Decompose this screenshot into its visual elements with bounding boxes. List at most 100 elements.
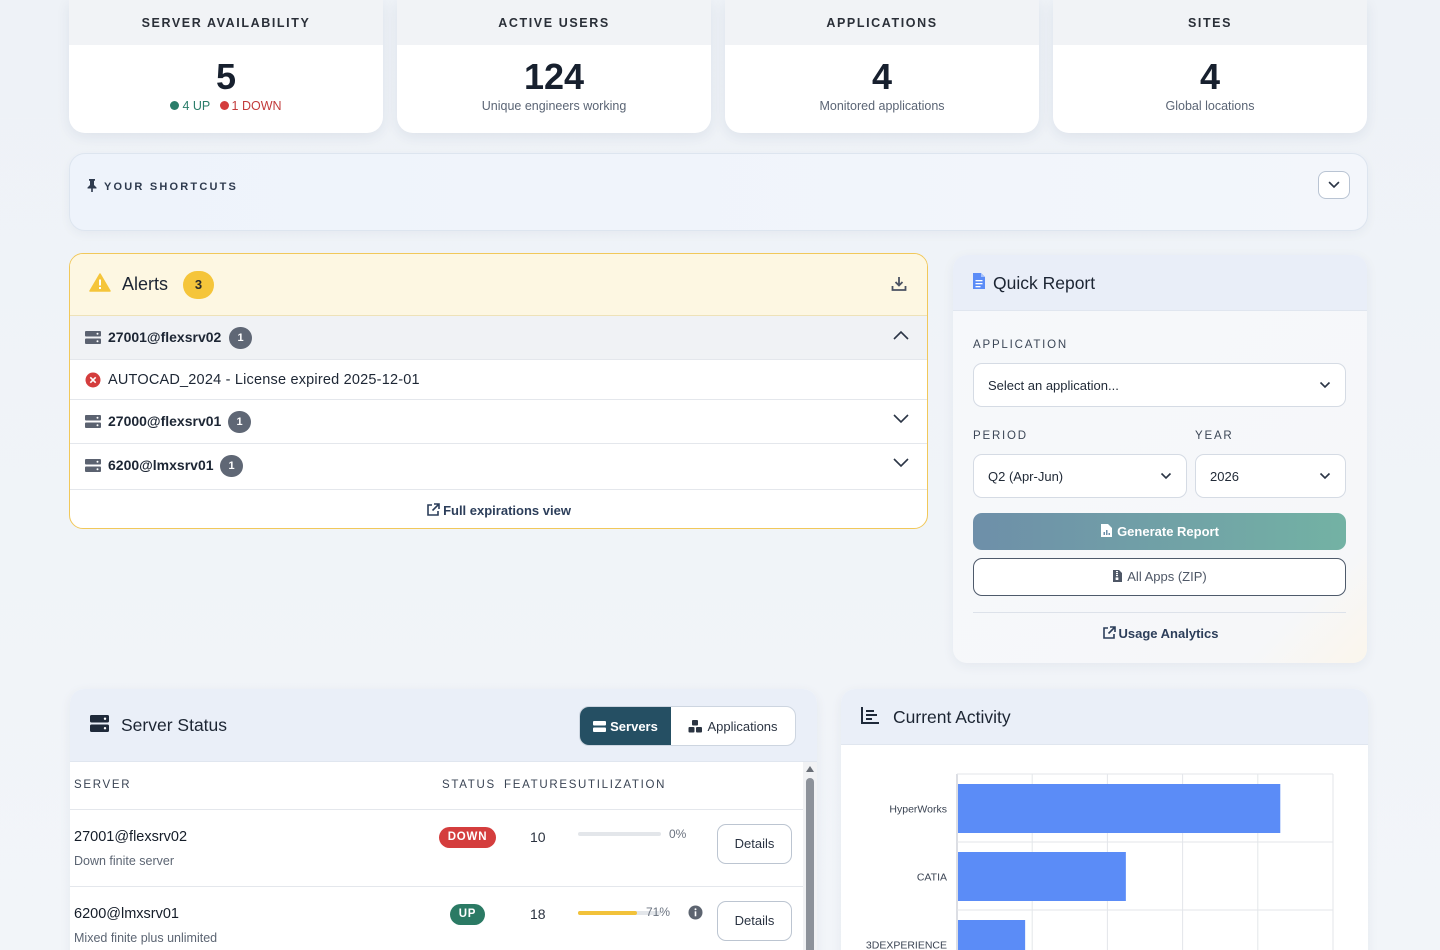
- scrollbar-thumb[interactable]: [806, 778, 814, 950]
- tab-servers[interactable]: Servers: [580, 707, 671, 745]
- generate-report-button[interactable]: Generate Report: [973, 513, 1346, 550]
- stat-label: APPLICATIONS: [725, 0, 1039, 45]
- full-expirations-link[interactable]: Full expirations view: [70, 490, 927, 528]
- server-icon: [593, 720, 607, 732]
- application-select[interactable]: Select an application...: [973, 363, 1346, 407]
- shortcuts-toggle-button[interactable]: [1318, 171, 1350, 199]
- stat-label: ACTIVE USERS: [397, 0, 711, 45]
- status-badge: DOWN: [439, 827, 496, 848]
- divider: [70, 886, 803, 887]
- server-row-desc: Mixed finite plus unlimited: [74, 931, 218, 945]
- info-icon[interactable]: [688, 905, 703, 920]
- stat-label: SERVER AVAILABILITY: [69, 0, 383, 45]
- cubes-icon: [688, 719, 703, 732]
- chevron-down-icon: [893, 458, 909, 468]
- stat-value: 4: [1199, 56, 1221, 97]
- status-badge: UP: [450, 904, 485, 925]
- up-count: 4 UP: [182, 99, 211, 113]
- chart-category-label: CATIA: [917, 872, 947, 884]
- alert-group-row[interactable]: 27000@flexsrv01 1: [70, 400, 927, 444]
- stat-sub: 4 UP 1 DOWN: [69, 99, 383, 113]
- chart-bar[interactable]: [958, 852, 1126, 901]
- file-chart-icon: [1101, 524, 1113, 537]
- alert-item: AUTOCAD_2024 - License expired 2025-12-0…: [70, 360, 927, 400]
- server-status-title: Server Status: [121, 715, 228, 735]
- stat-value: 4: [871, 56, 893, 97]
- alert-group-row[interactable]: 6200@lmxsrv01 1: [70, 444, 927, 490]
- usage-analytics-label: Usage Analytics: [1118, 626, 1219, 641]
- application-select-value: Select an application...: [988, 377, 1119, 393]
- alert-group-count: 1: [220, 455, 243, 477]
- utilization-bar-fill: [578, 911, 637, 915]
- year-label: YEAR: [1195, 430, 1234, 442]
- shortcuts-title-text: YOUR SHORTCUTS: [104, 181, 239, 193]
- file-archive-icon: [1113, 570, 1123, 582]
- period-select[interactable]: Q2 (Apr-Jun): [973, 454, 1187, 498]
- current-activity-header: Current Activity: [841, 689, 1368, 745]
- chart-category-label: HyperWorks: [889, 804, 947, 816]
- year-select[interactable]: 2026: [1195, 454, 1346, 498]
- stat-sub: Global locations: [1165, 99, 1255, 113]
- pin-icon: [87, 179, 97, 192]
- shortcuts-panel: YOUR SHORTCUTS: [69, 153, 1368, 231]
- alert-server-name: 27001@flexsrv02: [108, 329, 222, 345]
- down-count: 1 DOWN: [231, 99, 282, 113]
- shortcuts-title: YOUR SHORTCUTS: [86, 178, 238, 193]
- server-status-header: Server Status Servers Applications: [70, 689, 817, 762]
- external-link-icon: [427, 503, 440, 516]
- usage-analytics-link[interactable]: Usage Analytics: [953, 626, 1367, 641]
- stat-label: SITES: [1053, 0, 1367, 45]
- features-count: 18: [530, 906, 546, 922]
- stat-card-active-users: ACTIVE USERS 124 Unique engineers workin…: [397, 0, 711, 133]
- server-icon: [90, 715, 109, 732]
- stat-sub: Unique engineers working: [481, 99, 627, 113]
- details-button[interactable]: Details: [717, 824, 792, 864]
- document-icon: [973, 273, 985, 289]
- all-apps-zip-label: All Apps (ZIP): [1127, 569, 1207, 584]
- scroll-up-arrow-icon[interactable]: [806, 766, 814, 772]
- stat-sub: Monitored applications: [819, 99, 945, 113]
- quick-report-header: Quick Report: [953, 255, 1367, 311]
- utilization-bar: [578, 832, 661, 836]
- view-toggle: Servers Applications: [579, 706, 796, 746]
- chart-bar[interactable]: [958, 784, 1281, 833]
- quick-report-panel: Quick Report APPLICATION Select an appli…: [953, 255, 1367, 663]
- download-icon[interactable]: [891, 276, 907, 292]
- error-circle-icon: [85, 372, 101, 388]
- server-icon: [85, 331, 101, 344]
- current-activity-title: Current Activity: [893, 707, 1011, 727]
- current-activity-panel: Current Activity HyperWorks CATIA 3DEXPERI…: [841, 689, 1368, 950]
- column-header-status: STATUS: [442, 779, 496, 791]
- period-select-value: Q2 (Apr-Jun): [988, 468, 1064, 484]
- bar-chart-icon: [861, 707, 879, 724]
- details-button[interactable]: Details: [717, 901, 792, 941]
- server-row-name: 6200@lmxsrv01: [74, 906, 179, 922]
- down-dot-icon: [219, 101, 229, 110]
- chevron-down-icon: [1328, 181, 1340, 189]
- alerts-title: Alerts: [122, 274, 169, 294]
- scrollbar[interactable]: [803, 762, 817, 950]
- external-link-icon: [1102, 626, 1116, 639]
- all-apps-zip-button[interactable]: All Apps (ZIP): [973, 558, 1346, 596]
- tab-servers-label: Servers: [610, 718, 658, 734]
- alert-group-row[interactable]: 27001@flexsrv02 1: [70, 316, 927, 360]
- alert-group-count: 1: [229, 327, 252, 349]
- column-header-utilization: UTILIZATION: [578, 779, 667, 791]
- stat-value: 5: [215, 56, 237, 97]
- chevron-down-icon: [1160, 472, 1172, 480]
- column-header-features: FEATURES: [504, 779, 579, 791]
- server-status-panel: Server Status Servers Applications SERVE…: [70, 689, 817, 950]
- chevron-down-icon: [1319, 381, 1331, 389]
- utilization-bar: [578, 911, 661, 915]
- tab-applications[interactable]: Applications: [671, 707, 795, 745]
- chart-bar[interactable]: [958, 920, 1026, 950]
- column-header-server: SERVER: [74, 779, 132, 791]
- alerts-panel: Alerts 3 27001@flexsrv02 1 AUTOCAD_2024 …: [69, 253, 928, 529]
- stat-card-applications: APPLICATIONS 4 Monitored applications: [725, 0, 1039, 133]
- alert-server-name: 6200@lmxsrv01: [108, 457, 214, 473]
- alert-server-name: 27000@flexsrv01: [108, 413, 222, 429]
- server-icon: [85, 459, 101, 472]
- application-label: APPLICATION: [973, 339, 1068, 351]
- server-row-name: 27001@flexsrv02: [74, 829, 188, 845]
- alert-group-count: 1: [228, 411, 251, 433]
